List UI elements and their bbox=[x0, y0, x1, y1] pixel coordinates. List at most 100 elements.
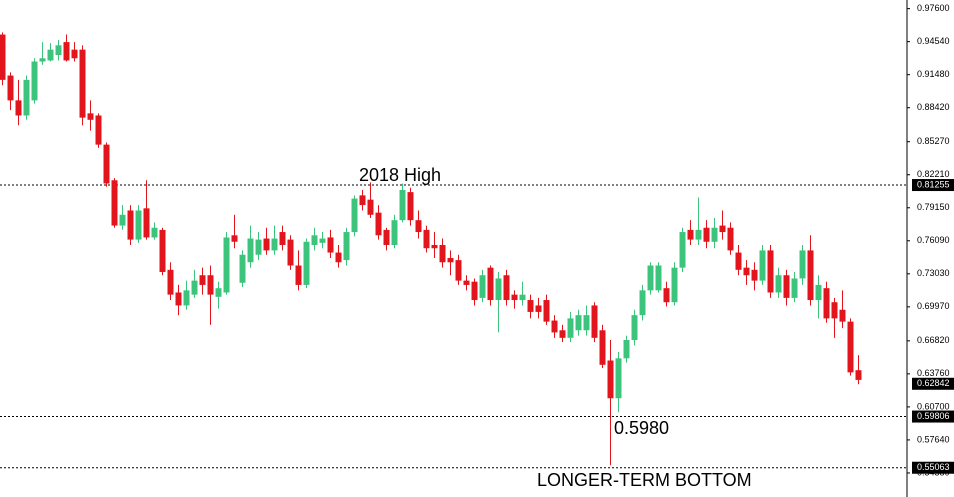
candle-body bbox=[143, 208, 150, 238]
candle-body bbox=[423, 229, 430, 249]
y-tick-label: 0.57640 bbox=[917, 434, 950, 444]
candle-body bbox=[263, 238, 270, 251]
y-tick-label: 0.66820 bbox=[917, 335, 950, 345]
candle-body bbox=[727, 227, 734, 251]
candle-body bbox=[55, 45, 62, 56]
candle-body bbox=[767, 250, 774, 293]
candle-body bbox=[239, 254, 246, 283]
candle-body bbox=[799, 250, 806, 279]
candle-body bbox=[127, 210, 134, 240]
candle-body bbox=[311, 235, 318, 245]
candle-body bbox=[0, 34, 6, 80]
candle-body bbox=[663, 288, 670, 303]
candle-body bbox=[159, 229, 166, 272]
candle-body bbox=[255, 239, 262, 255]
candle-body bbox=[671, 267, 678, 303]
candle-body bbox=[383, 229, 390, 245]
candle-body bbox=[783, 275, 790, 298]
candle-body bbox=[495, 278, 502, 301]
candle-body bbox=[167, 269, 174, 295]
candle-body bbox=[119, 214, 126, 226]
price-tag bbox=[912, 377, 954, 390]
candle-body bbox=[71, 49, 78, 59]
annotation: 0.5980 bbox=[614, 418, 669, 438]
candle-body bbox=[31, 61, 38, 101]
candle-body bbox=[751, 269, 758, 281]
candle-body bbox=[775, 275, 782, 293]
candle-body bbox=[567, 318, 574, 338]
level-tag bbox=[912, 410, 954, 423]
candle-body bbox=[327, 237, 334, 253]
candle-body bbox=[87, 113, 94, 120]
candle-body bbox=[735, 252, 742, 270]
candle-body bbox=[455, 260, 462, 281]
candle-body bbox=[207, 275, 214, 295]
candle-body bbox=[247, 238, 254, 263]
candle-body bbox=[391, 220, 398, 245]
candle-body bbox=[743, 267, 750, 276]
candle-body bbox=[839, 309, 846, 322]
candle-body bbox=[103, 144, 110, 184]
level-label: 0.55063 bbox=[917, 462, 950, 472]
y-tick-label: 0.91480 bbox=[917, 69, 950, 79]
candle-body bbox=[271, 238, 278, 251]
annotation: LONGER-TERM BOTTOM bbox=[537, 470, 752, 490]
candle-body bbox=[111, 180, 118, 226]
y-tick-label: 0.60700 bbox=[917, 401, 950, 411]
candle-body bbox=[471, 281, 478, 301]
candle-body bbox=[343, 232, 350, 261]
candle-body bbox=[463, 280, 470, 285]
candle-body bbox=[591, 305, 598, 338]
candle-body bbox=[695, 229, 702, 240]
candle-body bbox=[279, 232, 286, 245]
y-tick-label: 0.73030 bbox=[917, 268, 950, 278]
level-label: 0.59806 bbox=[917, 411, 950, 421]
candle-body bbox=[855, 370, 862, 380]
candle-body bbox=[599, 330, 606, 365]
candle-body bbox=[23, 79, 30, 116]
candle-body bbox=[679, 232, 686, 268]
candle-body bbox=[335, 252, 342, 263]
candle-body bbox=[639, 290, 646, 316]
candle-body bbox=[375, 212, 382, 236]
candle-body bbox=[47, 49, 54, 61]
candle-body bbox=[711, 227, 718, 242]
candle-body bbox=[847, 321, 854, 373]
candle-body bbox=[439, 245, 446, 263]
candle-body bbox=[655, 265, 662, 291]
candle-body bbox=[535, 305, 542, 312]
candle-body bbox=[215, 288, 222, 297]
candle-body bbox=[399, 189, 406, 221]
candle-body bbox=[367, 199, 374, 215]
candle-body bbox=[607, 360, 614, 399]
candle-body bbox=[719, 225, 726, 233]
candle-body bbox=[359, 195, 366, 206]
candle-body bbox=[63, 42, 70, 61]
candle-body bbox=[519, 294, 526, 301]
candle-body bbox=[135, 210, 142, 240]
candle-body bbox=[615, 358, 622, 399]
candle-body bbox=[287, 239, 294, 266]
candle-body bbox=[415, 220, 422, 233]
annotation: 2018 High bbox=[359, 165, 441, 185]
price-label: 0.62842 bbox=[917, 378, 950, 388]
y-tick-label: 0.76090 bbox=[917, 235, 950, 245]
candle-body bbox=[175, 292, 182, 306]
candle-body bbox=[503, 275, 510, 301]
candle-body bbox=[687, 229, 694, 240]
candle-body bbox=[79, 49, 86, 118]
candle-body bbox=[551, 320, 558, 333]
level-tag bbox=[912, 461, 954, 474]
candle-body bbox=[95, 115, 102, 145]
candle-body bbox=[199, 275, 206, 285]
candle-body bbox=[319, 238, 326, 243]
y-tick-label: 0.94540 bbox=[917, 36, 950, 46]
candle-body bbox=[831, 302, 838, 319]
y-tick-label: 0.79150 bbox=[917, 202, 950, 212]
candle-body bbox=[575, 315, 582, 331]
candle-body bbox=[351, 198, 358, 233]
candle-body bbox=[479, 275, 486, 298]
candle-body bbox=[39, 58, 46, 62]
candle-body bbox=[583, 315, 590, 331]
